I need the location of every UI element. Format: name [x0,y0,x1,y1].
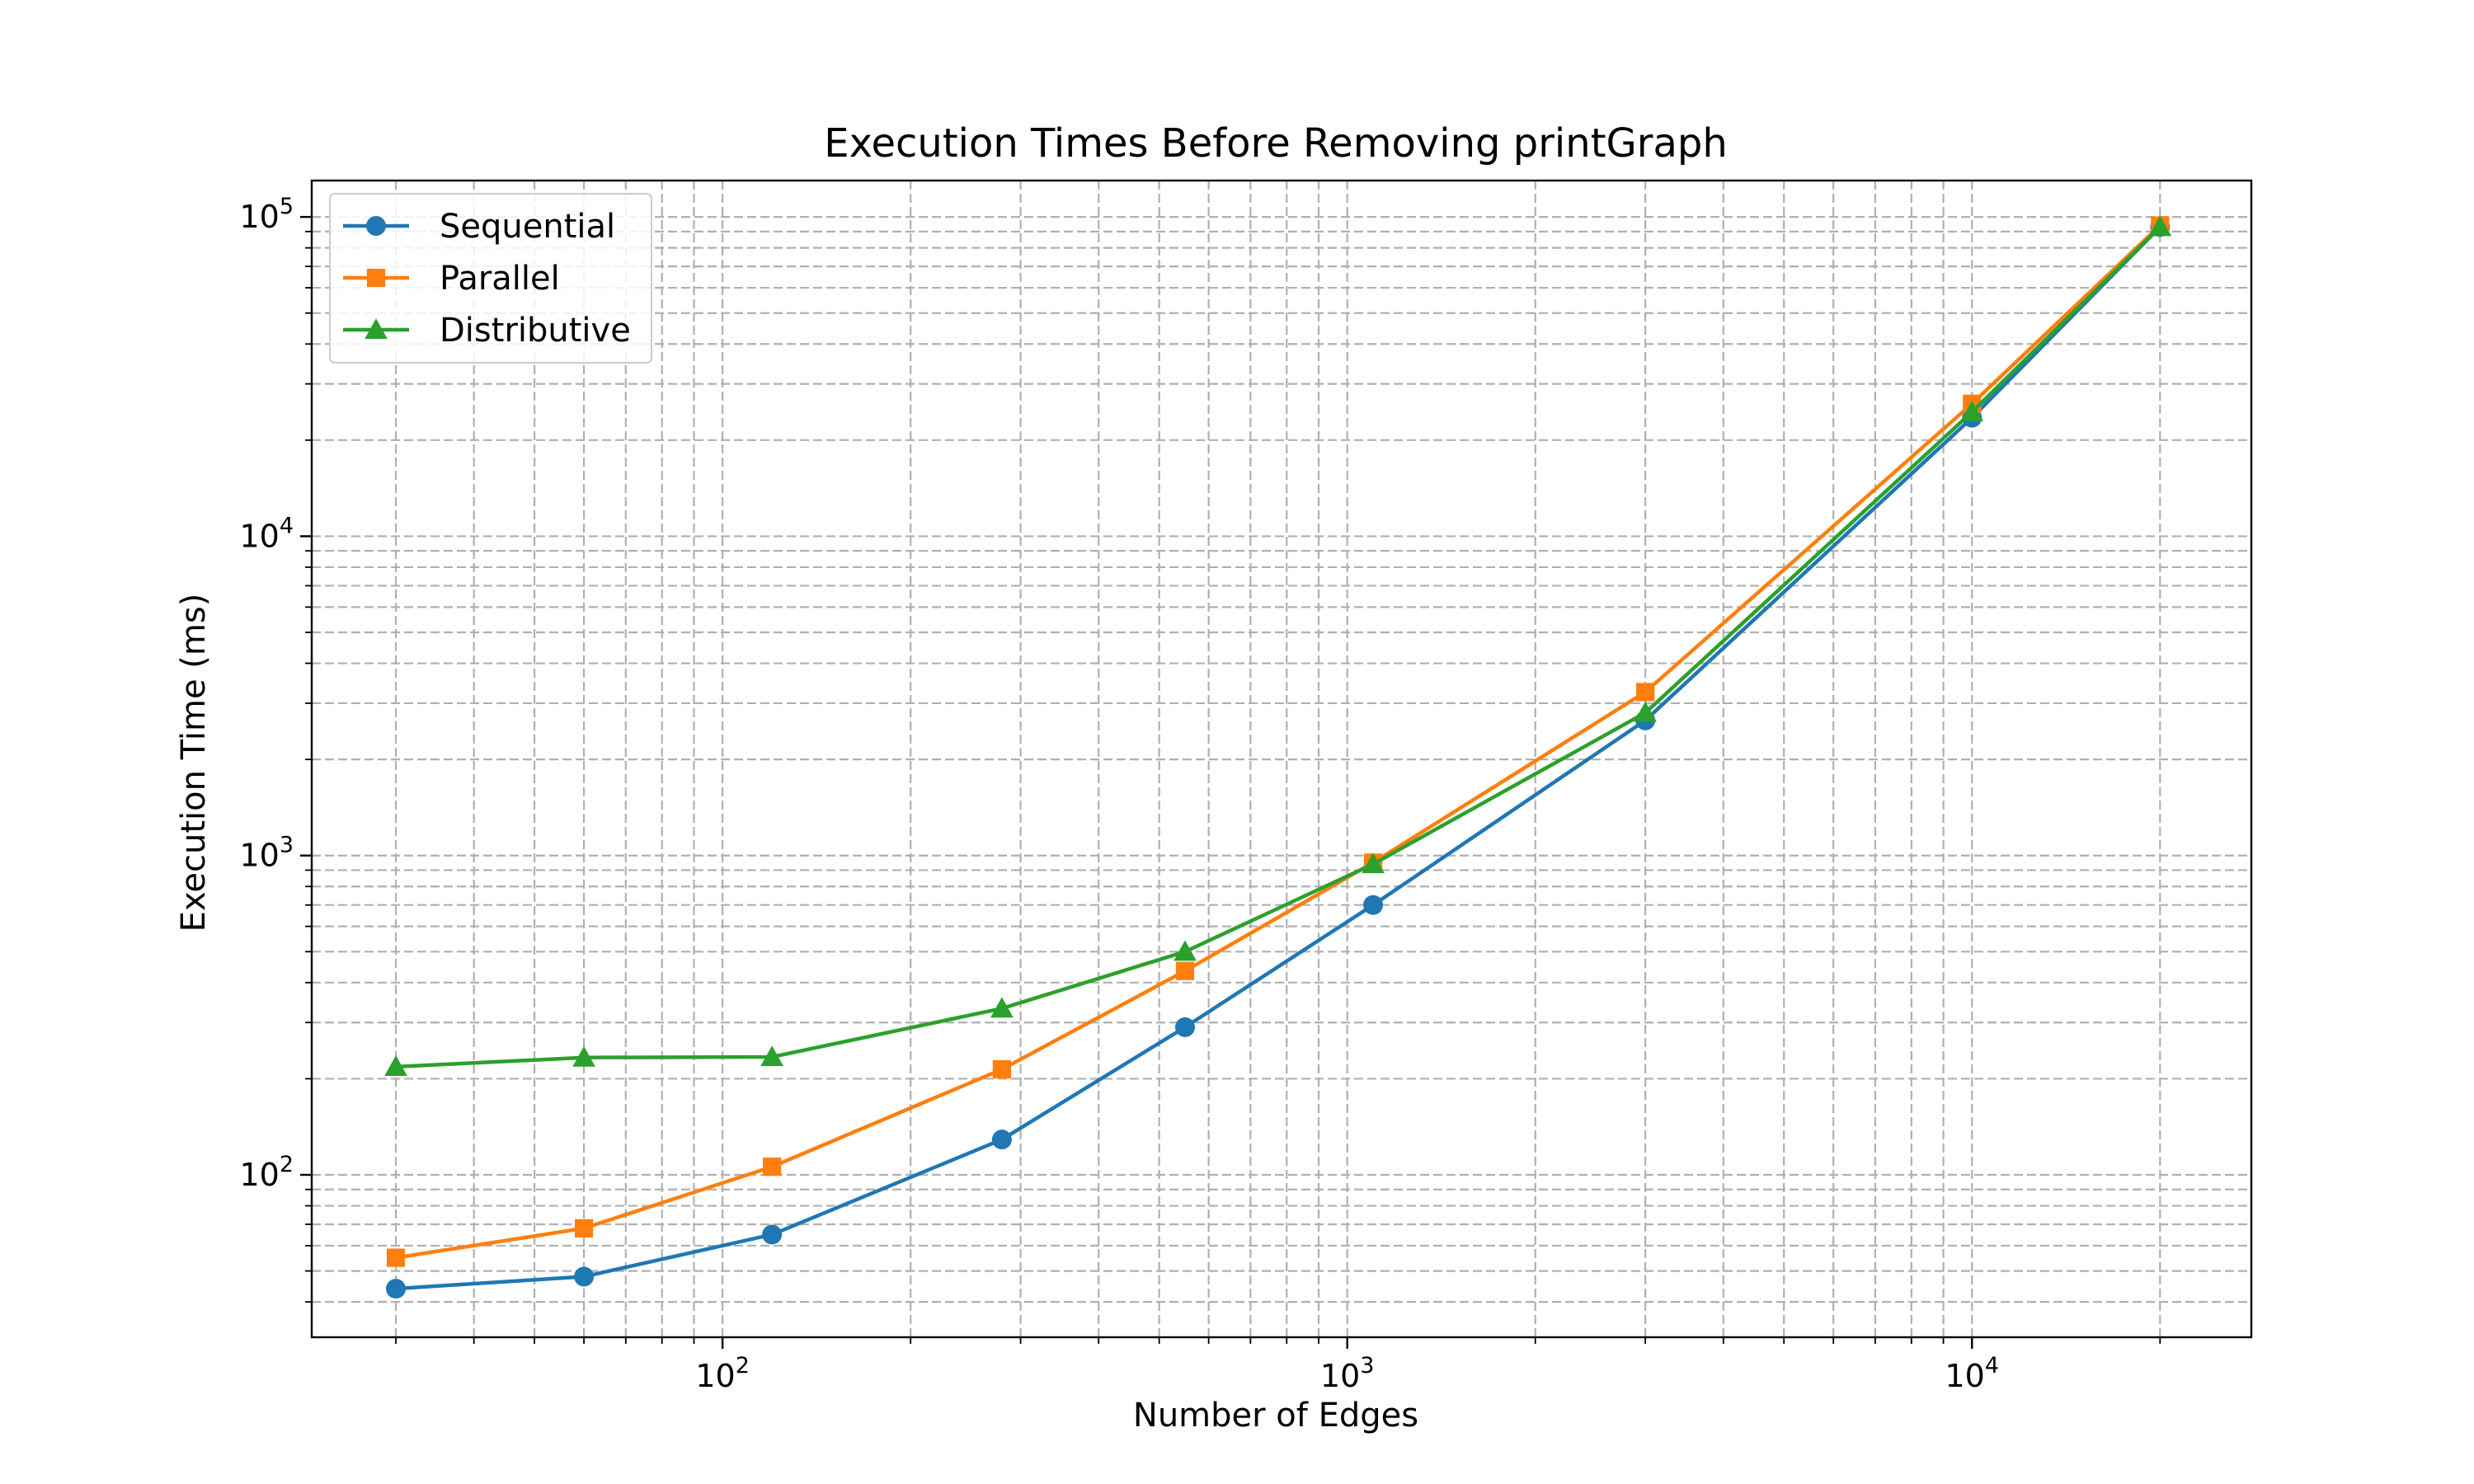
data-point-distributive [1634,701,1657,722]
data-point-distributive [572,1045,595,1067]
data-point-distributive [2148,215,2172,237]
data-point-parallel [1175,961,1195,980]
tick-base: 10 [695,1358,735,1394]
legend-marker-parallel [366,268,386,288]
legend-label-parallel: Parallel [440,260,560,298]
series-distributive [384,215,2172,1076]
series-line-parallel [393,223,2162,1260]
legend-marker-sequential [366,216,386,236]
tick-base: 10 [1320,1358,1360,1394]
y-tick-label: 102 [239,1152,294,1193]
data-point-distributive [990,997,1014,1018]
series-layer [384,215,2172,1299]
tick-exponent: 4 [1985,1353,1999,1378]
grid-lines [312,181,2251,1337]
y-tick-label: 105 [239,194,294,235]
data-point-sequential [386,1279,407,1299]
series-line-sequential [393,225,2162,1291]
tick-exponent: 5 [280,194,294,219]
data-point-parallel [992,1059,1011,1079]
legend-item-parallel: Parallel [343,260,560,298]
chart-title: Execution Times Before Removing printGra… [824,120,1728,167]
tick-exponent: 3 [280,833,294,858]
x-tick-label: 104 [1945,1353,1999,1394]
tick-exponent: 2 [280,1152,294,1177]
data-point-parallel [763,1158,782,1176]
series-parallel [386,216,2170,1267]
data-point-sequential [1363,895,1384,915]
data-point-distributive [1174,940,1197,961]
y-axis-title: Execution Time (ms) [175,594,213,932]
legend-label-sequential: Sequential [440,208,615,246]
data-point-distributive [760,1045,783,1067]
x-tick-label: 102 [695,1353,750,1394]
legend-entries: Sequential Parallel Distributive [343,208,631,350]
legend: Sequential Parallel Distributive [329,193,652,364]
tick-exponent: 3 [1360,1353,1374,1378]
data-point-distributive [1960,400,1984,421]
y-tick-label: 103 [239,833,294,874]
data-point-sequential [762,1224,783,1245]
legend-box [329,193,652,364]
data-point-parallel [574,1219,594,1237]
legend-item-distributive: Distributive [343,312,631,350]
data-point-distributive [384,1055,407,1076]
tick-exponent: 4 [280,513,294,538]
tick-base: 10 [239,838,279,874]
legend-marker-distributive [365,318,388,340]
data-point-sequential [991,1129,1012,1150]
data-point-sequential [1175,1017,1196,1037]
tick-base: 10 [239,1157,279,1193]
series-line-distributive [393,225,2162,1069]
data-point-distributive [1362,852,1385,874]
legend-label-distributive: Distributive [440,312,631,350]
x-tick-label: 103 [1320,1353,1375,1394]
tick-exponent: 2 [736,1353,750,1378]
tick-base: 10 [1945,1358,1984,1394]
data-point-parallel [1636,683,1655,702]
tick-base: 10 [239,199,279,235]
legend-item-sequential: Sequential [343,208,615,246]
series-sequential [386,217,2171,1299]
x-axis-title: Number of Edges [1133,1397,1418,1435]
data-point-sequential [574,1266,595,1287]
y-tick-label: 104 [239,513,294,554]
data-point-parallel [386,1248,406,1267]
tick-base: 10 [239,518,279,554]
